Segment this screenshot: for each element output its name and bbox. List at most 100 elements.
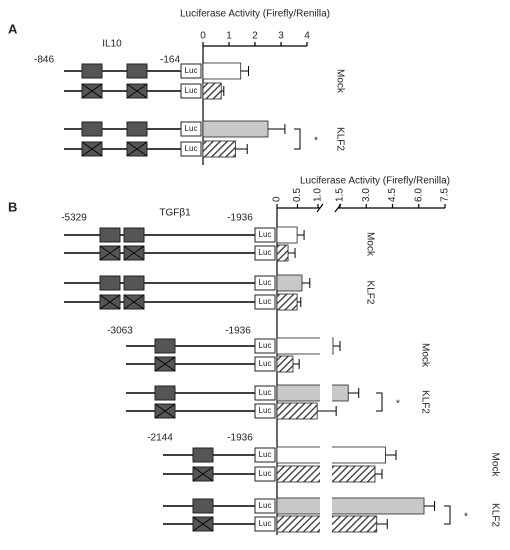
x-tick-label: 4 (304, 31, 310, 42)
binding-site (154, 385, 176, 401)
group-label: KLF2 (334, 127, 345, 151)
axis-break-gap (320, 337, 332, 355)
luc-label: Luc (259, 469, 272, 478)
binding-site (154, 338, 176, 354)
site-mutation (154, 403, 176, 419)
significance-bracket (376, 392, 383, 412)
panel-label: B (8, 199, 17, 214)
x-tick-label: 2 (252, 31, 258, 42)
luc-label: Luc (259, 341, 272, 350)
luc-box (180, 141, 202, 157)
construct-end: -1936 (227, 213, 253, 224)
site-mutation (99, 294, 121, 310)
bar (202, 62, 242, 80)
binding-site (126, 63, 148, 79)
binding-site (192, 447, 214, 463)
luc-box (254, 447, 276, 463)
x-tick-label: 0 (200, 31, 206, 42)
group-label: KLF2 (364, 281, 375, 305)
panel-label: A (8, 21, 18, 36)
bar (276, 274, 303, 292)
luc-label: Luc (259, 230, 272, 239)
binding-site (123, 227, 145, 243)
group-label: Mock (364, 232, 375, 257)
site-mutation (99, 245, 121, 261)
bar (276, 355, 294, 373)
luc-label: Luc (259, 359, 272, 368)
luc-box (254, 338, 276, 354)
group-label: KLF2 (419, 390, 430, 414)
luc-label: Luc (259, 278, 272, 287)
site-mutation (81, 83, 103, 99)
axis-break-gap (320, 446, 332, 464)
x-tick-label: 0 (272, 196, 283, 202)
construct-start: -3063 (107, 326, 133, 337)
x-tick-label: 1.0 (313, 188, 324, 202)
luc-box (180, 83, 202, 99)
site-mutation (192, 516, 214, 532)
site-mutation (123, 294, 145, 310)
group-label: KLF2 (489, 503, 500, 527)
luc-box (180, 63, 202, 79)
x-tick-label: 3.0 (361, 188, 372, 202)
bar (202, 140, 236, 158)
bar (202, 82, 222, 100)
luc-box (254, 516, 276, 532)
luc-box (254, 245, 276, 261)
construct-end: -164 (160, 55, 180, 66)
x-tick-label: 3 (278, 31, 284, 42)
axis-break (316, 203, 324, 213)
binding-site (192, 498, 214, 514)
x-tick-label: 4.5 (387, 188, 398, 202)
group-label: Mock (334, 69, 345, 94)
site-mutation (126, 83, 148, 99)
axis-break-gap (320, 497, 332, 515)
gene-label: IL10 (102, 39, 122, 50)
site-mutation (81, 141, 103, 157)
luc-label: Luc (259, 297, 272, 306)
construct-start: -5329 (61, 213, 87, 224)
binding-site (81, 63, 103, 79)
luc-label: Luc (259, 450, 272, 459)
bar (202, 120, 269, 138)
luc-box (254, 385, 276, 401)
bar (276, 293, 298, 311)
binding-site (99, 275, 121, 291)
binding-site (126, 121, 148, 137)
luc-label: Luc (185, 86, 198, 95)
luc-box (254, 356, 276, 372)
significance-mark: * (464, 512, 468, 523)
luc-label: Luc (259, 388, 272, 397)
axis-title: Luciferase Activity (Firefly/Renilla) (180, 9, 330, 20)
significance-bracket (444, 505, 451, 525)
bar (276, 226, 298, 244)
binding-site (123, 275, 145, 291)
bar (276, 497, 425, 515)
bar (276, 402, 318, 420)
luc-box (254, 498, 276, 514)
group-label: Mock (419, 343, 430, 368)
significance-mark: * (396, 399, 400, 410)
significance-mark: * (314, 136, 318, 147)
construct-start: -846 (34, 55, 54, 66)
binding-site (81, 121, 103, 137)
luc-label: Luc (185, 66, 198, 75)
luc-label: Luc (259, 501, 272, 510)
luc-label: Luc (259, 248, 272, 257)
axis-break-gap (320, 384, 332, 402)
x-tick-label: 1 (226, 31, 232, 42)
gene-label: TGFβ1 (159, 208, 191, 219)
luc-box (254, 403, 276, 419)
x-tick-label: 1.5 (335, 188, 346, 202)
luc-label: Luc (185, 124, 198, 133)
luc-box (254, 294, 276, 310)
site-mutation (192, 466, 214, 482)
construct-end: -1936 (225, 326, 251, 337)
site-mutation (123, 245, 145, 261)
axis-break-gap (320, 515, 332, 533)
axis-title: Luciferase Activity (Firefly/Renilla) (300, 176, 450, 187)
site-mutation (154, 356, 176, 372)
luc-box (254, 275, 276, 291)
significance-bracket (294, 128, 301, 150)
